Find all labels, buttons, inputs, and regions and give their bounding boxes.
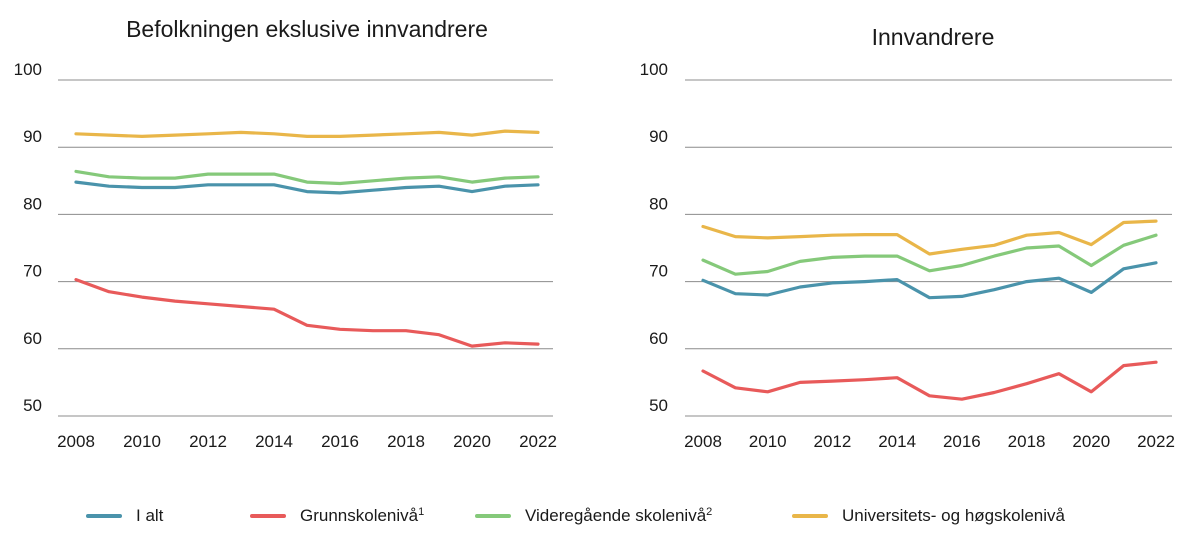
left-x-tick-label: 2012	[189, 432, 227, 451]
legend-swatch-i-alt	[86, 514, 122, 518]
left-chart-title: Befolkningen ekslusive innvandrere	[126, 16, 488, 42]
left-series-line-universitets-og-h-gskoleniva	[74, 129, 540, 138]
right-x-tick-label: 2012	[814, 432, 852, 451]
right-x-tick-label: 2010	[749, 432, 787, 451]
left-x-tick-label: 2018	[387, 432, 425, 451]
right-chart-title: Innvandrere	[872, 24, 995, 50]
left-x-tick-label: 2010	[123, 432, 161, 451]
right-x-tick-label: 2014	[878, 432, 916, 451]
left-x-tick-label: 2022	[519, 432, 557, 451]
right-y-tick-label: 60	[649, 329, 668, 348]
right-y-tick-label: 100	[640, 60, 668, 79]
legend-swatch-grunnskoleniva	[250, 514, 286, 518]
left-y-tick-label: 80	[23, 194, 42, 213]
left-y-tick-label: 90	[23, 127, 42, 146]
right-chart-panel: Innvandrere 50 60 70 80 90 100 2008 2010 2012 20…	[640, 24, 1175, 451]
right-series-line-grunnskoleniva	[701, 360, 1158, 401]
right-x-tick-label: 2020	[1072, 432, 1110, 451]
right-series-line-videregaende-skoleniva	[701, 233, 1158, 276]
right-x-tick-label: 2008	[684, 432, 722, 451]
right-y-tick-label: 80	[649, 194, 668, 213]
left-y-tick-label: 60	[23, 329, 42, 348]
legend-swatch-universitet	[792, 514, 828, 518]
left-y-tick-label: 100	[14, 60, 42, 79]
left-x-tick-label: 2014	[255, 432, 293, 451]
right-y-tick-label: 90	[649, 127, 668, 146]
legend-label-grunnskoleniva: Grunnskolenivå1	[300, 506, 425, 525]
left-series-line-i-alt	[74, 180, 540, 195]
legend-item-i-alt: I alt	[86, 506, 163, 526]
left-x-tick-label: 2016	[321, 432, 359, 451]
right-y-tick-label: 70	[649, 262, 668, 281]
left-y-tick-label: 70	[23, 262, 42, 281]
left-chart-panel: Befolkningen ekslusive innvandrere 50 60 7…	[14, 16, 557, 451]
right-x-tick-label: 2022	[1137, 432, 1175, 451]
left-series-line-videregaende-skoleniva	[74, 169, 540, 186]
legend-label-videregaende: Videregående skolenivå2	[525, 506, 713, 525]
legend-label-universitet: Universitets- og høgskolenivå	[842, 506, 1065, 525]
right-x-tick-label: 2018	[1008, 432, 1046, 451]
left-y-tick-label: 50	[23, 396, 42, 415]
legend-label-i-alt: I alt	[136, 506, 164, 525]
legend-swatch-videregaende	[475, 514, 511, 518]
chart-legend: I alt Grunnskolenivå1 Videregående skole…	[0, 498, 1200, 538]
right-y-tick-label: 50	[649, 396, 668, 415]
left-x-tick-label: 2020	[453, 432, 491, 451]
legend-item-grunnskoleniva: Grunnskolenivå1	[250, 506, 424, 526]
left-x-tick-label: 2008	[57, 432, 95, 451]
chart-canvas: Befolkningen ekslusive innvandrere 50 60 7…	[14, 16, 1175, 451]
right-series-line-i-alt	[701, 261, 1158, 300]
right-series-line-universitets-og-h-gskoleniva	[701, 219, 1158, 256]
left-series-line-grunnskoleniva	[74, 278, 540, 348]
legend-item-videregaende: Videregående skolenivå2	[475, 506, 712, 526]
right-x-tick-label: 2016	[943, 432, 981, 451]
legend-item-universitet: Universitets- og høgskolenivå	[792, 506, 1065, 526]
